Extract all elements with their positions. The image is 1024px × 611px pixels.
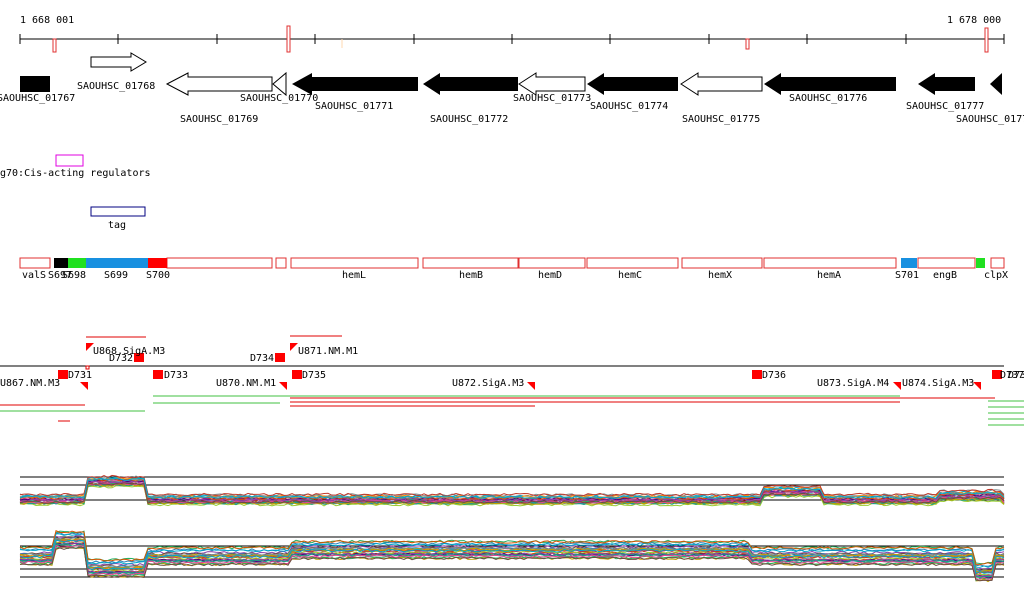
feature-label: D731: [68, 370, 92, 381]
segment-label: S698: [62, 270, 86, 281]
feature-label: U872.SigA.M3: [452, 378, 524, 389]
cis-regulators-label: g70:Cis-acting regulators: [0, 168, 151, 179]
feature-label: D735: [302, 370, 326, 381]
gene-arrow[interactable]: SAOUHSC_01776: [764, 73, 896, 104]
expression-panel-lower: [19, 529, 1005, 583]
gene-arrow[interactable]: SAOUHSC_0177: [956, 73, 1024, 125]
gene-arrow[interactable]: SAOUHSC_01777: [906, 73, 984, 112]
segment-label: engB: [933, 270, 957, 281]
gene-arrow[interactable]: SAOUHSC_01775: [680, 72, 763, 125]
segment-label: clpX: [984, 270, 1008, 281]
segment-label: S701: [895, 270, 919, 281]
gene-arrow[interactable]: SAOUHSC_01768: [77, 52, 155, 92]
position-ruler: 1 668 001 1 678 000: [19, 15, 1005, 53]
gene-arrow[interactable]: SAOUHSC_01773: [513, 72, 591, 104]
expression-trace: [19, 529, 1005, 566]
segment-label: valS: [22, 270, 46, 281]
expression-trace: [19, 540, 1005, 576]
feature-label: U867.NM.M3: [0, 378, 60, 389]
gene-label: SAOUHSC_01777: [906, 101, 984, 112]
feature-label: D736: [762, 370, 786, 381]
expression-trace: [19, 474, 1005, 497]
feature-label: D734: [250, 353, 274, 364]
gene-arrow[interactable]: SAOUHSC_01767: [0, 76, 75, 104]
gene-label: SAOUHSC_01769: [180, 114, 258, 125]
gene-arrow[interactable]: SAOUHSC_01770: [240, 71, 318, 104]
segment-label: hemX: [708, 270, 732, 281]
gene-track: SAOUHSC_01767 SAOUHSC_01768 SAOUHSC_0176…: [0, 52, 1024, 125]
feature-label: D738: [1008, 370, 1024, 381]
feature-label: D732: [109, 353, 133, 364]
expression-trace: [19, 477, 1005, 499]
feature-track: U868.SigA.M3 D732 D734 U871.NM.M1 U867.N…: [0, 335, 1024, 426]
gene-label: SAOUHSC_01772: [430, 114, 508, 125]
gene-label: SAOUHSC_01771: [315, 101, 393, 112]
segment-label: hemB: [459, 270, 483, 281]
gene-label: SAOUHSC_01770: [240, 93, 318, 104]
expression-trace: [19, 544, 1005, 580]
segment-label: hemL: [342, 270, 366, 281]
segment-label: S700: [146, 270, 170, 281]
segment-label: hemA: [817, 270, 841, 281]
ruler-end-label: 1 678 000: [947, 15, 1001, 26]
gene-arrow[interactable]: SAOUHSC_01772: [423, 73, 518, 125]
gene-label: SAOUHSC_01767: [0, 93, 75, 104]
expression-trace: [19, 539, 1005, 574]
segment-label: S697: [48, 270, 72, 281]
expression-panel-upper: [19, 474, 1005, 507]
cis-regulators-track: g70:Cis-acting regulators: [0, 154, 151, 179]
gene-arrow[interactable]: SAOUHSC_01774: [587, 73, 678, 112]
segment-track: valS S697 S698 S699 S700 hemL hemB hemD …: [19, 257, 1008, 281]
gene-label: SAOUHSC_0177: [956, 114, 1024, 125]
gene-label: SAOUHSC_01775: [682, 114, 760, 125]
gene-label: SAOUHSC_01774: [590, 101, 668, 112]
gene-label: SAOUHSC_01768: [77, 81, 155, 92]
segment-label: hemC: [618, 270, 642, 281]
feature-label: U873.SigA.M4: [817, 378, 889, 389]
gene-arrow[interactable]: SAOUHSC_01769: [165, 72, 273, 125]
gene-label: SAOUHSC_01776: [789, 93, 867, 104]
tag-track: tag: [90, 206, 146, 231]
expression-trace: [19, 477, 1005, 500]
segment-label: S699: [104, 270, 128, 281]
gene-label: SAOUHSC_01773: [513, 93, 591, 104]
feature-label: U868.SigA.M3: [93, 346, 165, 357]
expression-trace: [19, 542, 1005, 577]
expression-trace: [19, 546, 1005, 582]
feature-label: U871.NM.M1: [298, 346, 358, 357]
feature-label: U870.NM.M1: [216, 378, 276, 389]
feature-label: D737: [1000, 370, 1024, 381]
tag-label: tag: [108, 220, 126, 231]
gene-arrow[interactable]: SAOUHSC_01771: [292, 73, 418, 112]
ruler-start-label: 1 668 001: [20, 15, 74, 26]
feature-label: U874.SigA.M3: [902, 378, 974, 389]
expression-trace: [19, 482, 1005, 504]
segment-label: hemD: [538, 270, 562, 281]
feature-label: D733: [164, 370, 188, 381]
